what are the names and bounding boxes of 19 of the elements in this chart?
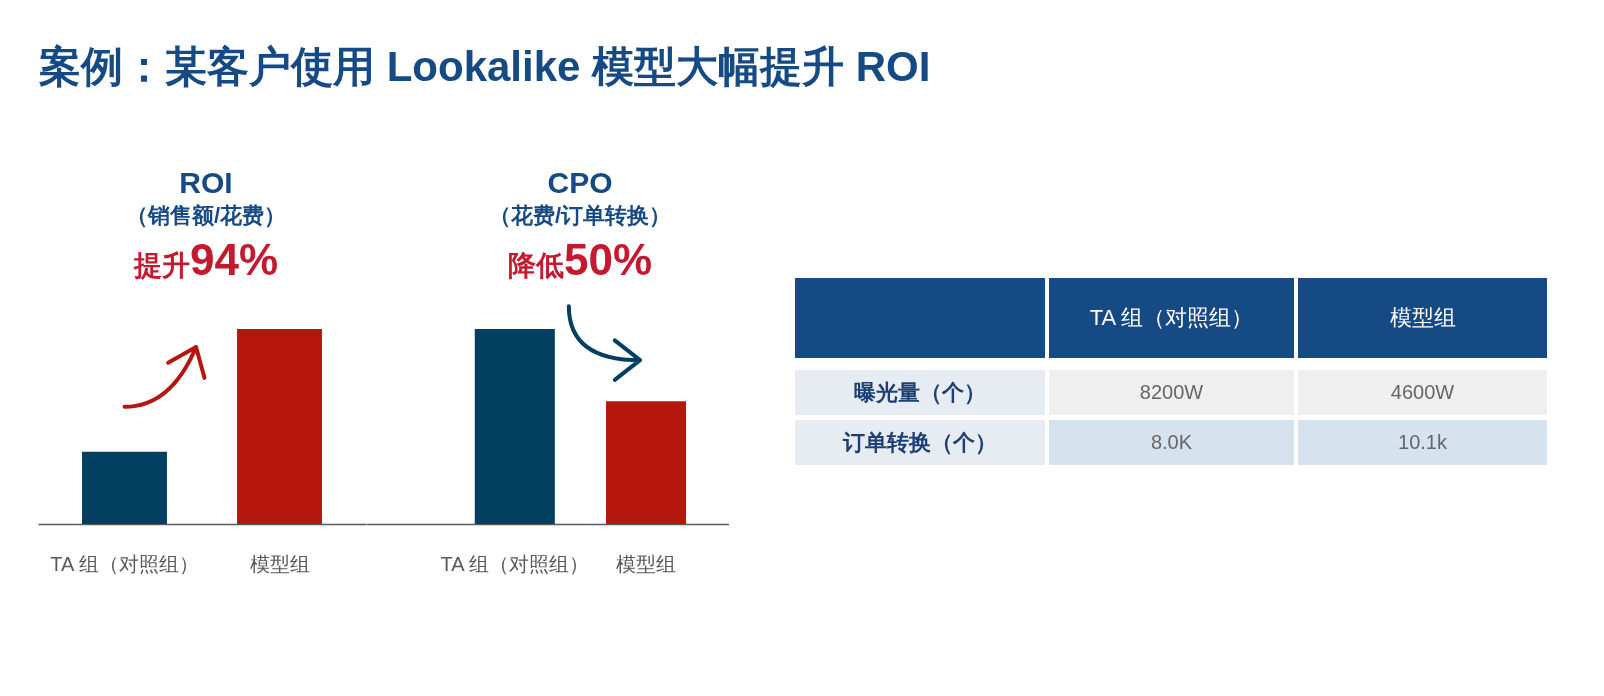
category-label: 曝光量（个） <box>854 379 986 405</box>
category-label: 订单转换（个） <box>843 429 997 455</box>
text: 降低50% <box>507 235 653 284</box>
category-label: TA 组（对照组） <box>1049 278 1294 358</box>
text: 案例：某客户使用 Lookalike 模型大幅提升 ROI <box>39 43 931 91</box>
text: 4600W <box>1390 381 1455 403</box>
x-tick-label: 模型组 <box>616 552 677 575</box>
x-tick-label: TA 组（对照组） <box>440 552 590 575</box>
text: 10.1k <box>1398 431 1447 453</box>
text: 提升94% <box>133 235 279 284</box>
chart-subtitle: （花费/订单转换） <box>488 202 672 230</box>
text: 8200W <box>1139 381 1204 403</box>
x-tick-label: TA 组（对照组） <box>50 552 199 575</box>
chart-subtitle: （销售额/花费） <box>125 202 287 230</box>
category-label: 模型组 <box>1298 278 1547 358</box>
chart-title: CPO <box>547 165 613 201</box>
chart-title: ROI <box>179 165 233 201</box>
x-tick-label: 模型组 <box>249 552 310 575</box>
text: 8.0K <box>1150 431 1193 453</box>
